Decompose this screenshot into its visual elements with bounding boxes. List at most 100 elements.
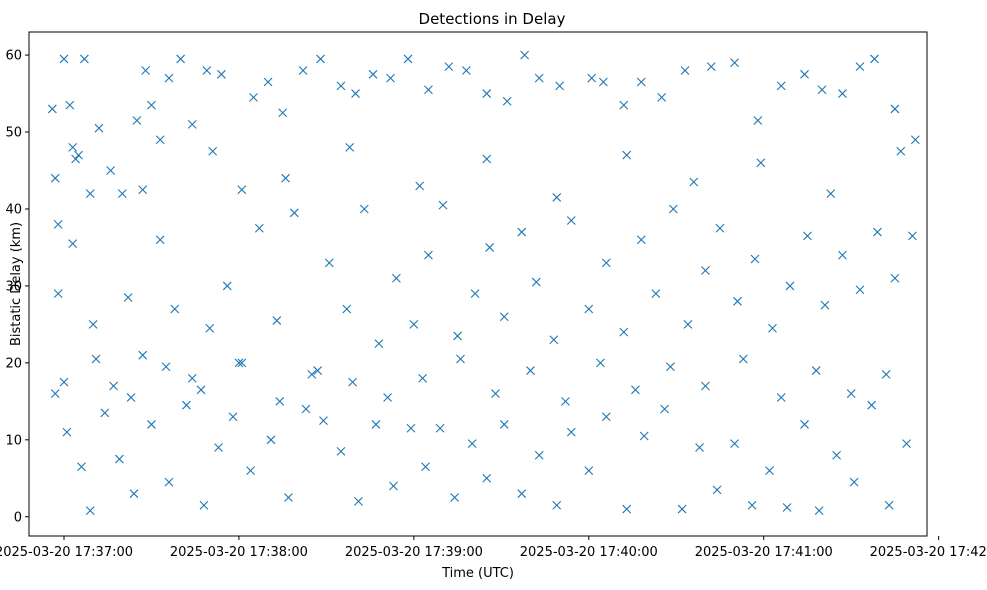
data-point: [254, 223, 264, 233]
data-point: [750, 254, 760, 264]
y-tick-label: 0: [14, 510, 22, 525]
data-point: [651, 289, 661, 299]
y-axis-label: Bistatic Delay (km): [9, 222, 24, 346]
data-point: [147, 420, 156, 429]
data-point: [88, 320, 98, 329]
data-point: [910, 135, 920, 145]
data-point: [683, 320, 693, 329]
data-point: [415, 181, 425, 191]
data-point: [182, 400, 191, 410]
data-point: [391, 273, 401, 283]
data-point: [800, 420, 809, 429]
data-point: [453, 331, 462, 341]
data-point: [482, 89, 492, 98]
data-point: [129, 489, 139, 499]
data-point: [62, 427, 72, 437]
data-point: [65, 100, 75, 110]
data-point: [855, 285, 865, 295]
data-point: [838, 250, 847, 260]
data-point: [272, 316, 282, 325]
data-point: [106, 166, 116, 175]
data-point: [470, 289, 480, 299]
data-point: [147, 100, 156, 110]
data-point: [85, 189, 95, 198]
data-point: [526, 366, 535, 375]
data-point: [838, 89, 847, 98]
data-point: [114, 454, 124, 464]
data-point: [680, 66, 690, 75]
data-point: [68, 143, 78, 152]
x-axis-label: Time (UTC): [441, 566, 514, 581]
data-point: [263, 77, 273, 87]
data-point: [598, 77, 608, 87]
data-point: [424, 250, 433, 260]
data-point: [117, 189, 127, 198]
plot-frame: [28, 31, 928, 537]
data-point: [803, 231, 812, 241]
data-point: [281, 173, 290, 183]
data-point: [354, 496, 363, 506]
data-point: [50, 173, 60, 183]
data-point: [631, 385, 640, 395]
data-point: [234, 358, 244, 368]
data-point: [85, 506, 95, 515]
data-point: [584, 304, 594, 314]
data-point: [316, 54, 325, 64]
data-point: [132, 116, 142, 125]
data-point: [403, 54, 413, 64]
data-point: [59, 377, 69, 387]
data-point: [266, 435, 276, 445]
data-point: [53, 289, 63, 299]
data-point: [196, 385, 206, 395]
data-point: [517, 489, 527, 499]
data-point: [499, 420, 509, 429]
y-axis: 0 10 20 30 40 50 60: [5, 49, 29, 525]
data-point: [768, 323, 777, 333]
data-point: [170, 304, 180, 314]
y-tick-label: 60: [5, 49, 22, 64]
data-point: [53, 219, 63, 229]
data-point: [214, 443, 223, 452]
data-point: [765, 466, 774, 475]
x-tick-label: 2025-03-20 17:41:00: [695, 545, 833, 560]
data-point: [71, 154, 81, 164]
data-point: [374, 339, 384, 349]
data-point: [817, 85, 827, 95]
y-tick-label: 40: [5, 202, 22, 217]
data-point: [520, 50, 530, 60]
data-point: [636, 77, 646, 87]
data-point: [730, 439, 739, 449]
data-point: [782, 503, 792, 512]
data-point: [123, 293, 133, 302]
data-point: [800, 69, 809, 79]
data-point: [176, 54, 185, 64]
data-point: [438, 200, 448, 210]
data-point: [237, 358, 247, 368]
data-point: [867, 400, 876, 410]
data-point: [587, 73, 597, 83]
data-point: [534, 73, 544, 83]
data-point: [785, 281, 795, 291]
data-point: [657, 93, 667, 102]
data-point: [855, 62, 865, 72]
data-point: [730, 58, 739, 68]
data-point: [601, 412, 611, 422]
data-point: [324, 258, 334, 268]
data-point: [534, 450, 544, 460]
data-point: [249, 93, 258, 102]
data-point: [342, 304, 352, 314]
data-point: [870, 54, 879, 64]
data-point: [695, 443, 704, 452]
data-point: [59, 54, 69, 64]
data-point: [814, 506, 824, 515]
data-point: [383, 393, 393, 402]
data-point: [199, 500, 209, 510]
y-tick-label: 20: [5, 356, 22, 371]
data-point: [138, 185, 148, 195]
data-point: [345, 143, 355, 152]
data-point: [126, 393, 136, 402]
data-point: [677, 504, 687, 514]
data-point: [881, 370, 891, 379]
data-point: [566, 216, 576, 225]
